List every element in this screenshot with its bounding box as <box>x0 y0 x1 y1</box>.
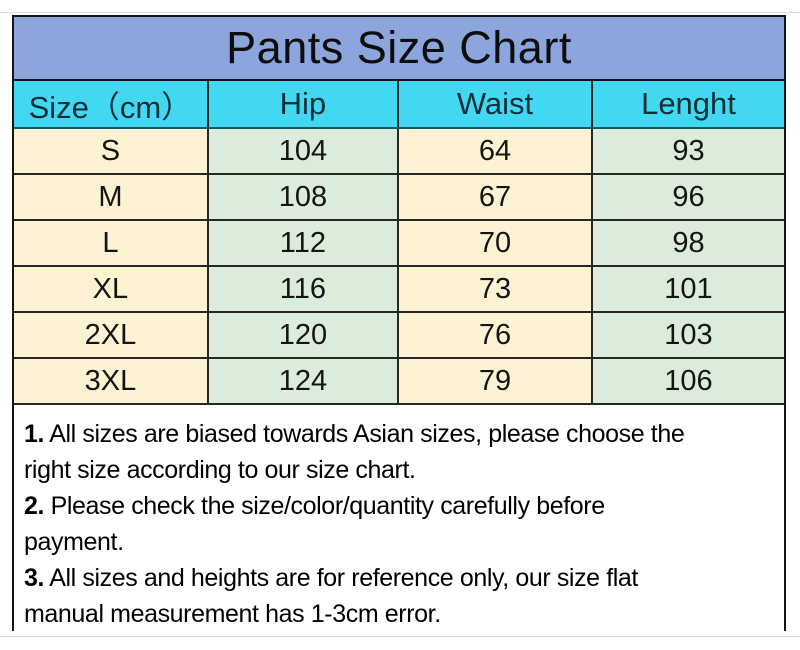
note-line: 2. Please check the size/color/quantity … <box>24 488 778 524</box>
waist-cell: 64 <box>398 129 594 173</box>
size-cell: 3XL <box>14 359 209 403</box>
notes-section: 1. All sizes are biased towards Asian si… <box>14 405 784 632</box>
length-cell: 101 <box>593 267 784 311</box>
hip-cell: 124 <box>208 359 399 403</box>
table-header-row: Size（cm） Hip Waist Lenght <box>14 81 784 129</box>
note-line: 1. All sizes are biased towards Asian si… <box>24 416 778 452</box>
note-text: payment. <box>24 528 124 556</box>
waist-cell: 67 <box>398 175 594 219</box>
table-row: 3XL 124 79 106 <box>14 359 784 405</box>
divider-line-top <box>0 12 800 13</box>
length-cell: 96 <box>593 175 784 219</box>
note-text: right size according to our size chart. <box>24 456 416 484</box>
waist-cell: 73 <box>398 267 594 311</box>
hip-cell: 104 <box>208 129 399 173</box>
header-lenght: Lenght <box>641 86 736 121</box>
waist-cell: 79 <box>398 359 594 403</box>
note-number: 1. <box>24 420 45 448</box>
length-cell: 103 <box>593 313 784 357</box>
note-text: All sizes and heights are for reference … <box>44 564 638 592</box>
note-line: right size according to our size chart. <box>24 452 778 488</box>
length-cell: 98 <box>593 221 784 265</box>
hip-cell: 112 <box>208 221 399 265</box>
table-row: M 108 67 96 <box>14 175 784 221</box>
size-cell: M <box>14 175 209 219</box>
chart-title: Pants Size Chart <box>14 17 784 81</box>
size-cell: S <box>14 129 209 173</box>
note-line: 3. All sizes and heights are for referen… <box>24 560 778 596</box>
hip-cell: 116 <box>208 267 399 311</box>
size-cell: L <box>14 221 209 265</box>
note-text: All sizes are biased towards Asian sizes… <box>44 420 685 448</box>
waist-cell: 76 <box>398 313 594 357</box>
hip-cell: 120 <box>208 313 399 357</box>
note-text: manual measurement has 1-3cm error. <box>24 600 441 628</box>
header-hip: Hip <box>209 81 399 127</box>
size-cell: XL <box>14 267 209 311</box>
note-number: 3. <box>24 564 45 592</box>
waist-cell: 70 <box>398 221 594 265</box>
table-row: 2XL 120 76 103 <box>14 313 784 359</box>
hip-cell: 108 <box>208 175 399 219</box>
table-row: S 104 64 93 <box>14 129 784 175</box>
note-number: 2. <box>24 492 45 520</box>
divider-line-bottom <box>0 636 800 637</box>
note-line: payment. <box>24 524 778 560</box>
note-line: manual measurement has 1-3cm error. <box>24 596 778 632</box>
length-cell: 106 <box>593 359 784 403</box>
size-cell: 2XL <box>14 313 209 357</box>
note-text: Please check the size/color/quantity car… <box>44 492 606 520</box>
table-row: L 112 70 98 <box>14 221 784 267</box>
header-waist: Waist <box>399 81 594 127</box>
length-cell: 93 <box>593 129 784 173</box>
header-size: Size（cm） <box>14 81 209 127</box>
pants-size-chart: Pants Size Chart Size（cm） Hip Waist Leng… <box>12 15 786 632</box>
table-row: XL 116 73 101 <box>14 267 784 313</box>
